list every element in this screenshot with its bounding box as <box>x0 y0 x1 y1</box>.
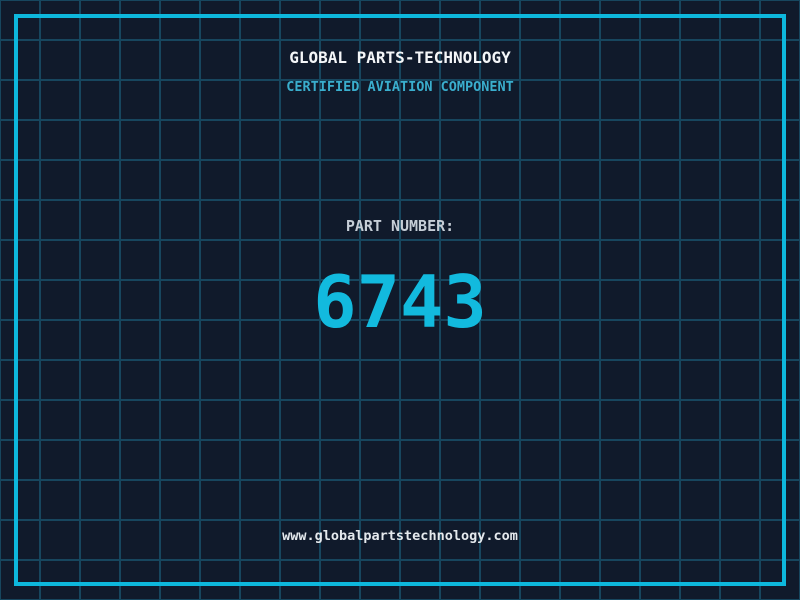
certification-subtitle: CERTIFIED AVIATION COMPONENT <box>286 79 514 95</box>
website-url: www.globalpartstechnology.com <box>282 528 518 544</box>
part-number-value: 6743 <box>313 260 487 344</box>
company-title: GLOBAL PARTS-TECHNOLOGY <box>289 48 511 67</box>
part-number-label: PART NUMBER: <box>345 217 455 235</box>
